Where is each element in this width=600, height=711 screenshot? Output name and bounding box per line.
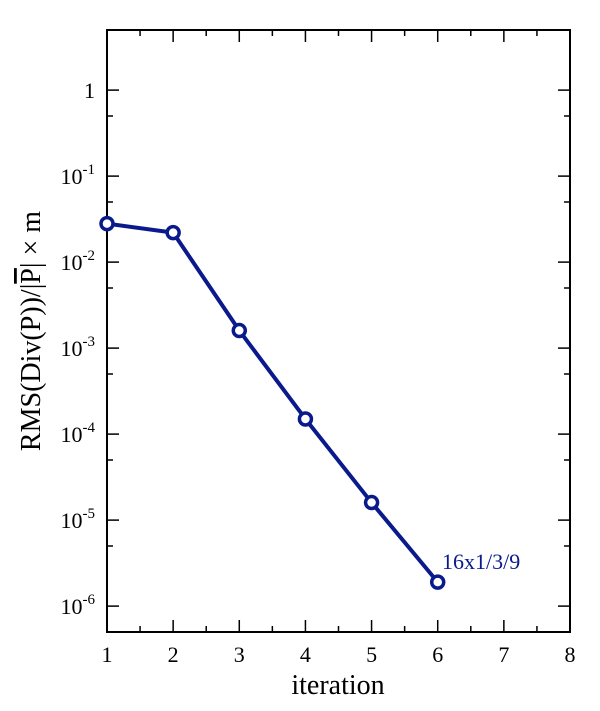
data-point	[165, 224, 181, 241]
y-tick-label-base: 10	[61, 336, 83, 361]
data-point	[429, 574, 446, 590]
series-line	[106, 221, 440, 584]
y-tick-label: 10-6	[61, 592, 96, 619]
x-tick-label: 7	[498, 642, 509, 667]
y-tick-label: 10-1	[61, 162, 96, 189]
data-point	[297, 411, 314, 427]
data-point	[363, 494, 380, 511]
series-annotation: 16x1/3/9	[442, 549, 520, 574]
y-tick-label-base: 10	[61, 508, 83, 533]
y-tick-label-exponent: -4	[83, 420, 96, 436]
y-tick-label: 10-3	[61, 334, 96, 361]
y-tick-label-base: 1	[84, 78, 95, 103]
plot-frame	[106, 29, 571, 633]
x-tick-label: 4	[300, 642, 311, 667]
y-tick-label-base: 10	[61, 164, 83, 189]
x-tick-label: 1	[102, 642, 113, 667]
y-tick-label: 10-2	[61, 248, 96, 275]
data-point	[231, 322, 248, 339]
y-tick-label-exponent: -5	[83, 506, 96, 522]
y-axis-title-overbar: P	[16, 268, 47, 284]
y-tick-label-exponent: -6	[83, 592, 96, 608]
x-axis-title: iteration	[291, 670, 384, 701]
x-tick-label: 3	[234, 642, 245, 667]
y-tick-label: 1	[84, 78, 95, 103]
y-axis-title-main: RMS(Div(P))/|	[16, 284, 47, 451]
y-tick-label: 10-4	[61, 420, 96, 447]
data-point	[99, 215, 115, 232]
y-tick-label-base: 10	[61, 250, 83, 275]
series	[99, 215, 446, 590]
ticks	[106, 29, 571, 633]
y-axis-title: RMS(Div(P))/|P| × m	[16, 211, 47, 451]
y-tick-label-exponent: -2	[83, 248, 96, 264]
y-tick-label: 10-5	[61, 506, 96, 533]
x-tick-label: 6	[432, 642, 443, 667]
x-tick-label: 8	[565, 642, 576, 667]
x-tick-label: 5	[366, 642, 377, 667]
y-tick-label-base: 10	[61, 422, 83, 447]
x-tick-label: 2	[168, 642, 179, 667]
tick-labels: 1 2 3 4 5 6 7 810-610-510-410-310-210-11	[61, 78, 576, 667]
y-tick-label-exponent: -3	[83, 334, 96, 350]
y-axis-title-tail: | × m	[16, 211, 47, 268]
y-tick-label-exponent: -1	[83, 162, 96, 178]
y-tick-label-base: 10	[61, 594, 83, 619]
